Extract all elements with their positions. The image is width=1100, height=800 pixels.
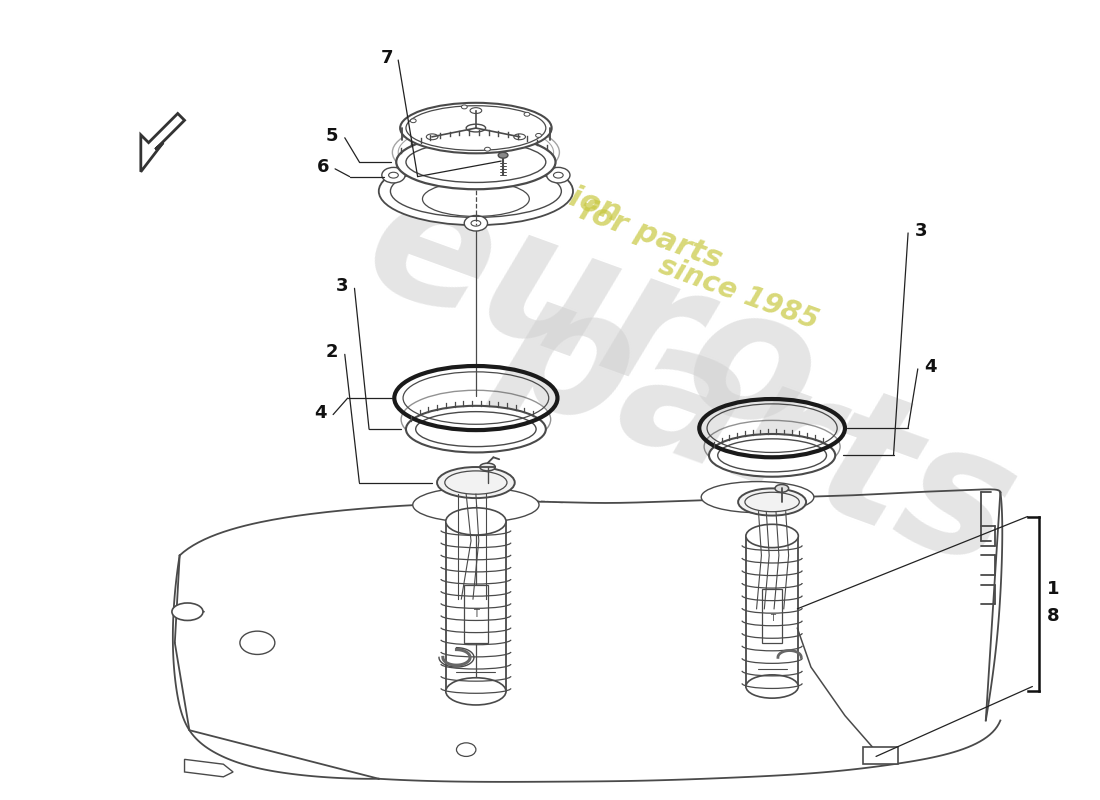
Ellipse shape <box>406 406 546 453</box>
Text: a passion: a passion <box>462 145 626 228</box>
Ellipse shape <box>524 112 530 116</box>
Ellipse shape <box>400 103 551 154</box>
Ellipse shape <box>701 482 814 513</box>
Ellipse shape <box>480 463 495 471</box>
Text: euro: euro <box>344 150 840 474</box>
Polygon shape <box>185 759 233 777</box>
Ellipse shape <box>412 487 539 522</box>
Ellipse shape <box>172 603 204 621</box>
Ellipse shape <box>536 134 541 138</box>
Text: 7: 7 <box>381 49 393 67</box>
Ellipse shape <box>461 105 468 109</box>
Text: T: T <box>770 614 774 623</box>
Ellipse shape <box>446 508 506 535</box>
Text: 5: 5 <box>326 127 339 145</box>
Text: parts: parts <box>476 255 1038 603</box>
Text: 6: 6 <box>317 158 330 176</box>
Ellipse shape <box>382 167 405 183</box>
Ellipse shape <box>378 157 573 225</box>
Polygon shape <box>762 590 782 643</box>
Ellipse shape <box>547 167 570 183</box>
Ellipse shape <box>485 147 491 151</box>
Text: 4: 4 <box>924 358 937 376</box>
Text: 2: 2 <box>326 343 339 362</box>
Text: since 1985: since 1985 <box>654 251 822 335</box>
Ellipse shape <box>437 467 515 498</box>
Text: 8: 8 <box>1046 606 1059 625</box>
Ellipse shape <box>410 118 416 122</box>
Ellipse shape <box>464 215 487 231</box>
Text: 3: 3 <box>914 222 927 240</box>
Ellipse shape <box>776 485 789 492</box>
Polygon shape <box>864 746 899 764</box>
Text: T: T <box>473 609 478 618</box>
Polygon shape <box>464 585 487 643</box>
Text: for parts: for parts <box>575 195 726 274</box>
Ellipse shape <box>498 152 508 158</box>
Ellipse shape <box>446 678 506 705</box>
Text: 3: 3 <box>336 278 348 295</box>
Text: 4: 4 <box>315 404 327 422</box>
Ellipse shape <box>746 675 799 698</box>
Ellipse shape <box>746 524 799 548</box>
Ellipse shape <box>738 488 806 515</box>
Ellipse shape <box>396 135 556 190</box>
Ellipse shape <box>710 434 835 477</box>
Text: 1: 1 <box>1046 580 1059 598</box>
